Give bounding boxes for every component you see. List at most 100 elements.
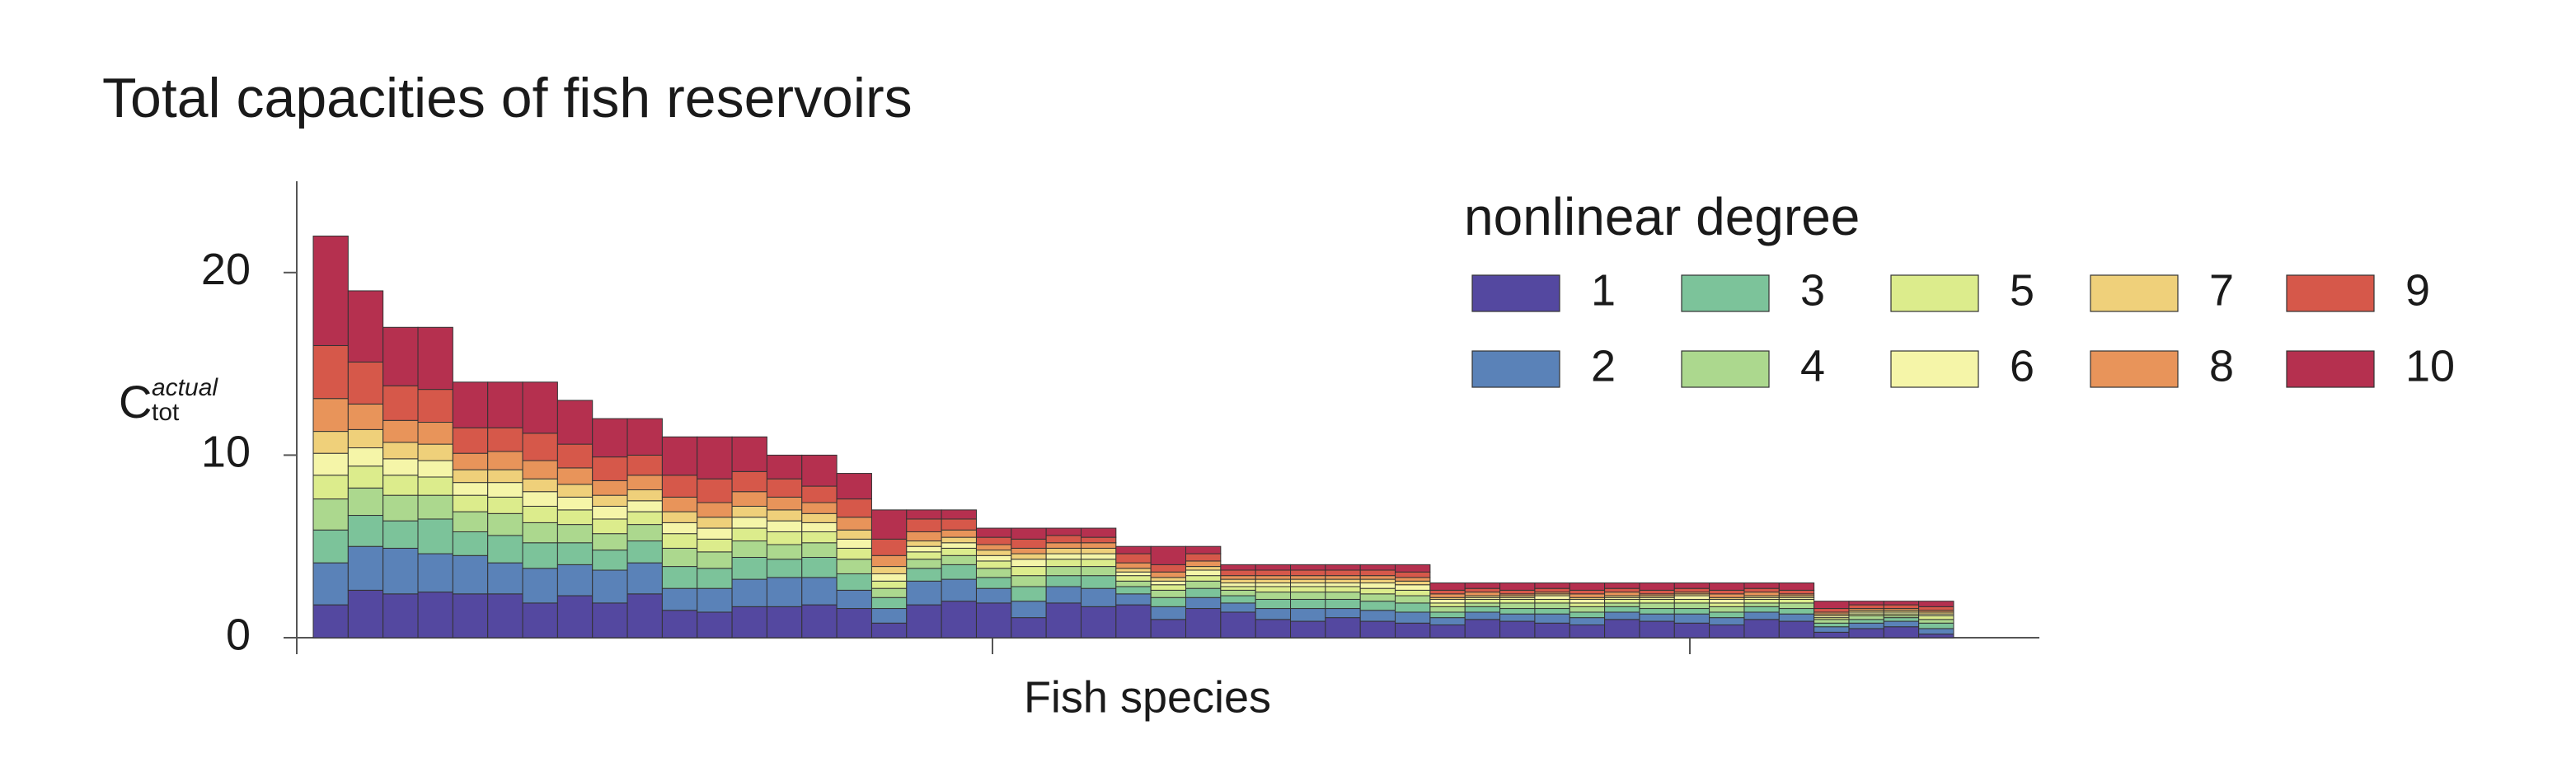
bar-segment	[1255, 619, 1292, 639]
bar-segment	[1255, 598, 1292, 610]
bar-segment	[626, 418, 663, 456]
bar-segment	[870, 566, 908, 574]
bar-segment	[1255, 592, 1292, 600]
bar-segment	[522, 568, 558, 604]
bar-segment	[1290, 608, 1326, 622]
bar-segment	[1150, 580, 1187, 586]
bar-segment	[1080, 587, 1117, 607]
bar-segment	[1185, 575, 1222, 582]
bar-segment	[1290, 583, 1326, 587]
bar-segment	[1185, 580, 1222, 589]
bar-segment	[1220, 569, 1256, 577]
bar-segment	[1395, 602, 1431, 613]
bar-segment	[1150, 584, 1187, 591]
bar-segment	[1045, 542, 1082, 549]
bar-segment	[1220, 575, 1256, 580]
bar-segment	[312, 529, 349, 564]
bar-segment	[697, 478, 733, 503]
bar-segment	[1709, 624, 1745, 639]
bar-segment	[1814, 626, 1850, 633]
bar-segment	[347, 361, 384, 405]
bar-segment	[1673, 613, 1710, 624]
bar-segment	[1604, 583, 1640, 589]
bar-segment	[1255, 608, 1292, 620]
bar-segment	[452, 554, 489, 595]
bar-segment	[556, 595, 594, 639]
bar-segment	[661, 436, 698, 476]
bar-segment	[1359, 564, 1396, 571]
bar-segment	[1045, 602, 1082, 639]
bar-segment	[1639, 589, 1675, 595]
bar-segment	[592, 494, 628, 507]
bar-segment	[1011, 601, 1047, 619]
bar-segment	[1709, 606, 1745, 613]
y-tick-label: 0	[226, 610, 251, 659]
bar-segment	[1743, 592, 1780, 597]
bar-segment	[1918, 622, 1954, 629]
bar-segment	[626, 475, 663, 491]
bar-segment	[1639, 608, 1675, 615]
bar-segment	[1639, 598, 1675, 604]
bar-segment	[1290, 569, 1326, 577]
bar-segment	[556, 524, 594, 544]
bar-segment	[836, 529, 872, 540]
bar-segment	[522, 433, 558, 461]
bar-segment	[801, 531, 838, 544]
bar-segment	[522, 491, 558, 507]
bar-segment	[1185, 608, 1222, 639]
bar-segment	[1604, 587, 1640, 593]
bar-segment	[1778, 598, 1815, 604]
bar-segment	[1604, 602, 1640, 607]
chart-title: Total capacities of fish reservoirs	[102, 67, 913, 129]
legend-swatch	[1681, 274, 1770, 312]
bar-segment	[1255, 569, 1292, 577]
bar-segment	[1290, 598, 1326, 610]
bar-segment	[1395, 577, 1431, 582]
bar-segment	[1673, 598, 1710, 604]
bar-segment	[1569, 617, 1606, 625]
bar-segment	[556, 467, 594, 485]
bar-segment	[906, 545, 942, 553]
bar-segment	[1464, 606, 1501, 613]
bar-segment	[975, 544, 1012, 551]
bar-segment	[1848, 619, 1884, 624]
bar-segment	[1673, 595, 1710, 600]
bar-segment	[1499, 613, 1536, 622]
bar-segment	[312, 431, 349, 454]
bar-segment	[1778, 620, 1815, 639]
bar-segment	[906, 509, 942, 520]
bar-segment	[941, 536, 977, 544]
bar-segment	[1290, 578, 1326, 584]
bar-segment	[1115, 604, 1152, 639]
legend-label: 1	[1591, 265, 1616, 315]
bar-segment	[626, 593, 663, 639]
bar-segment	[766, 496, 803, 511]
y-tick-label: 10	[201, 428, 251, 477]
bar-segment	[592, 505, 628, 520]
bar-segment	[836, 517, 872, 531]
bar-segment	[1709, 617, 1745, 625]
bar-segment	[1220, 595, 1256, 604]
bar-segment	[1115, 545, 1152, 554]
bar-segment	[1918, 628, 1954, 635]
bar-segment	[836, 498, 872, 518]
bar-segment	[801, 577, 838, 606]
bar-segment	[382, 326, 419, 386]
bar-segment	[836, 608, 872, 639]
bar-segment	[1080, 559, 1117, 568]
bar-segment	[1429, 617, 1466, 625]
bar-segment	[1220, 583, 1256, 587]
bar-segment	[1569, 624, 1606, 639]
bar-segment	[347, 290, 384, 363]
bar-segment	[1883, 620, 1920, 628]
bar-segment	[1359, 587, 1396, 595]
bar-segment	[312, 498, 349, 531]
bar-segment	[697, 527, 733, 540]
bar-segment	[801, 485, 838, 503]
legend-label: 4	[1800, 341, 1825, 391]
bar-segment	[836, 538, 872, 549]
bar-segment	[1220, 586, 1256, 591]
bar-segment	[1883, 601, 1920, 606]
bar-segment	[1673, 602, 1710, 610]
